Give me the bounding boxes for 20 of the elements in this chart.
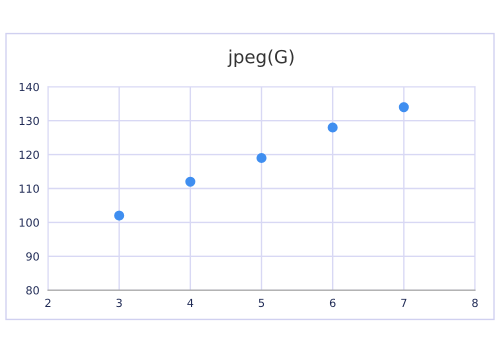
y-tick-label: 120 [20,150,39,159]
chart-title: jpeg(G) [228,50,294,67]
point [398,102,409,112]
y-tick-label: 130 [20,116,39,126]
x-tick-label: 4 [187,298,194,307]
point [114,210,124,221]
y-tick-label: 140 [20,82,39,92]
x-tick-label: 2 [45,298,50,307]
x-tick-label: 6 [330,298,336,308]
x-tick-label: 3 [116,298,122,308]
point [185,176,196,187]
y-tick-label: 100 [20,218,39,227]
x-tick-label: 8 [472,298,478,308]
y-tick-label: 90 [26,252,39,261]
point [328,122,338,133]
point [256,152,267,164]
x-tick-label: 7 [401,298,406,307]
y-tick-label: 80 [26,286,39,295]
y-tick-label: 110 [20,184,39,193]
x-tick-label: 5 [258,298,264,308]
